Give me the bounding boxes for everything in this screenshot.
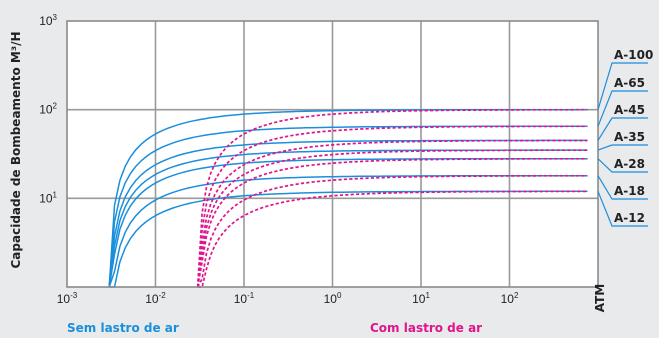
legend-label-a-100: A-100 [614,48,653,62]
y-axis-label: Capacidade de Bombeamento M³/H [9,31,23,268]
legend-label-a-18: A-18 [614,184,645,198]
legend-label-a-65: A-65 [614,76,645,90]
x-tick-label: 100 [324,291,342,306]
legend-leader-a-18 [597,175,648,200]
group-label-sem-lastro: Sem lastro de ar [67,321,179,335]
x-tick-label: 10-2 [145,291,166,306]
group-label-com-lastro: Com lastro de ar [370,321,482,335]
curve-com-lastro-a-100 [196,108,588,288]
plot-frame [66,20,599,288]
curve-com-lastro-a-45 [196,139,588,288]
curve-com-lastro-a-35 [196,149,588,288]
y-tick-label: 102 [39,102,57,117]
legend-leader-a-45 [597,117,648,141]
legend-leader-a-65 [597,90,648,127]
legend-label-a-35: A-35 [614,130,645,144]
legend-leader-a-28 [597,158,648,173]
axes: 10-3 10-2 10-1 100 101 102 101 102 103 [39,13,599,306]
y-tick-label: 103 [39,13,57,28]
curve-com-lastro-a-18 [196,174,588,288]
legend-leader-a-12 [597,191,648,227]
x-tick-label: 101 [412,291,430,306]
x-tick-label: 102 [501,291,519,306]
curve-sem-lastro-a-35 [108,149,588,288]
curve-com-lastro-a-12 [197,190,588,288]
curve-sem-lastro-a-45 [108,139,588,288]
x-tick-label: 10-1 [234,291,255,306]
curve-com-lastro-a-65 [196,125,588,288]
legend: A-100 A-65 A-45 A-35 A-28 A-18 A-12 [597,48,653,227]
x-axis-end-label: ATM [593,284,607,312]
curve-com-lastro-a-28 [196,157,588,288]
x-tick-label: 10-3 [57,291,78,306]
legend-label-a-45: A-45 [614,103,645,117]
legend-leader-a-35 [597,144,648,151]
y-tick-label: 101 [39,190,57,205]
curves [108,108,588,288]
legend-label-a-12: A-12 [614,211,645,225]
legend-leader-a-100 [597,62,648,110]
legend-label-a-28: A-28 [614,157,645,171]
